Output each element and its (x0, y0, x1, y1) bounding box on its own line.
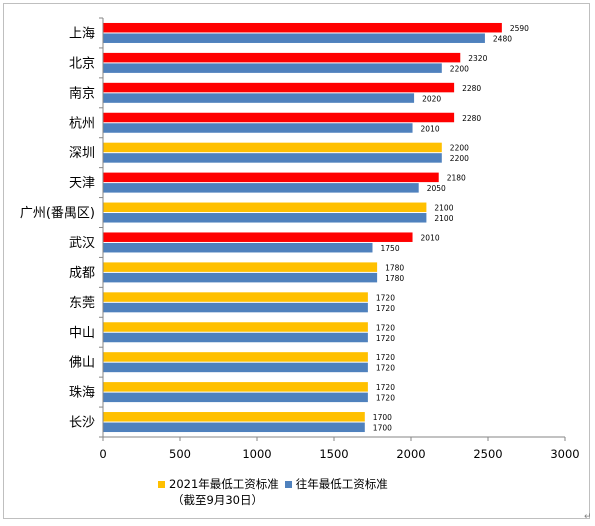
bar (103, 382, 368, 392)
legend-swatch-2021 (158, 480, 165, 488)
data-label: 1700 (373, 413, 392, 422)
bar (103, 302, 368, 313)
bar (103, 352, 368, 362)
category-label: 南京 (69, 85, 95, 101)
x-tick-label: 500 (169, 447, 191, 461)
data-label: 1720 (376, 323, 395, 332)
data-label: 1720 (376, 394, 395, 403)
legend-swatch-previous (284, 480, 292, 488)
category-label: 北京 (69, 56, 95, 71)
bar (103, 242, 373, 253)
bar (103, 322, 368, 332)
category-label: 成都 (69, 266, 95, 281)
data-label: 2100 (434, 204, 453, 213)
x-tick-label: 1000 (242, 447, 271, 461)
bar (103, 232, 413, 242)
legend: 2021年最低工资标准 往年最低工资标准 （截至9月30日） (158, 476, 388, 508)
data-label: 2280 (462, 84, 481, 93)
bar (103, 422, 365, 433)
bar (103, 332, 368, 343)
data-label: 1720 (376, 304, 395, 313)
data-label: 1720 (376, 364, 395, 373)
bar (103, 22, 502, 33)
category-label: 东莞 (69, 296, 95, 311)
data-label: 1780 (385, 263, 404, 272)
category-label: 广州(番禺区) (20, 206, 95, 221)
legend-note: （截至9月30日） (172, 493, 263, 507)
bar (103, 392, 368, 403)
data-label: 2020 (422, 94, 441, 103)
data-label: 1720 (376, 293, 395, 302)
category-label: 天津 (69, 176, 95, 191)
data-label: 2180 (447, 174, 466, 183)
x-tick-label: 2500 (473, 447, 502, 461)
data-label: 2200 (450, 154, 469, 163)
data-label: 2590 (510, 24, 529, 33)
category-label: 武汉 (69, 236, 95, 251)
data-label: 2050 (427, 184, 446, 193)
bar (103, 292, 368, 302)
bar (103, 82, 455, 93)
bar (103, 272, 378, 283)
bar (103, 63, 442, 73)
bar (103, 123, 413, 133)
legend-label-previous: 往年最低工资标准 (295, 477, 388, 491)
category-label: 中山 (69, 326, 95, 341)
chart-frame (3, 3, 590, 519)
category-label: 佛山 (69, 356, 95, 371)
data-label: 1720 (376, 383, 395, 392)
data-label: 2100 (434, 214, 453, 223)
data-label: 2320 (468, 54, 487, 63)
bar (103, 33, 485, 43)
paragraph-mark: ↵ (584, 512, 592, 522)
bar (103, 112, 455, 123)
bar (103, 183, 419, 193)
bar (103, 362, 368, 373)
bar (103, 202, 427, 213)
bar (103, 262, 378, 272)
bar (103, 213, 427, 223)
bar (103, 52, 461, 63)
bar (103, 93, 415, 103)
data-label: 2280 (462, 114, 481, 123)
data-label: 1720 (376, 334, 395, 343)
data-label: 1780 (385, 274, 404, 283)
bar (103, 412, 365, 422)
bar (103, 172, 439, 183)
x-tick-label: 2000 (396, 447, 425, 461)
legend-row: 2021年最低工资标准 往年最低工资标准 (158, 476, 388, 492)
data-label: 1700 (373, 424, 392, 433)
x-tick-label: 1500 (319, 447, 348, 461)
data-label: 2010 (421, 124, 440, 133)
legend-label-2021: 2021年最低工资标准 (169, 477, 279, 491)
x-tick-label: 0 (99, 447, 106, 461)
data-label: 2200 (450, 144, 469, 153)
data-label: 2010 (421, 233, 440, 242)
category-label: 深圳 (69, 146, 95, 161)
bar (103, 153, 442, 163)
x-tick-label: 3000 (550, 447, 579, 461)
data-label: 2200 (450, 64, 469, 73)
bar (103, 142, 442, 153)
data-label: 1750 (381, 244, 400, 253)
category-label: 上海 (69, 26, 95, 41)
data-label: 1720 (376, 353, 395, 362)
category-label: 杭州 (69, 116, 95, 131)
category-label: 珠海 (69, 386, 95, 401)
category-label: 长沙 (69, 416, 95, 431)
data-label: 2480 (493, 34, 512, 43)
